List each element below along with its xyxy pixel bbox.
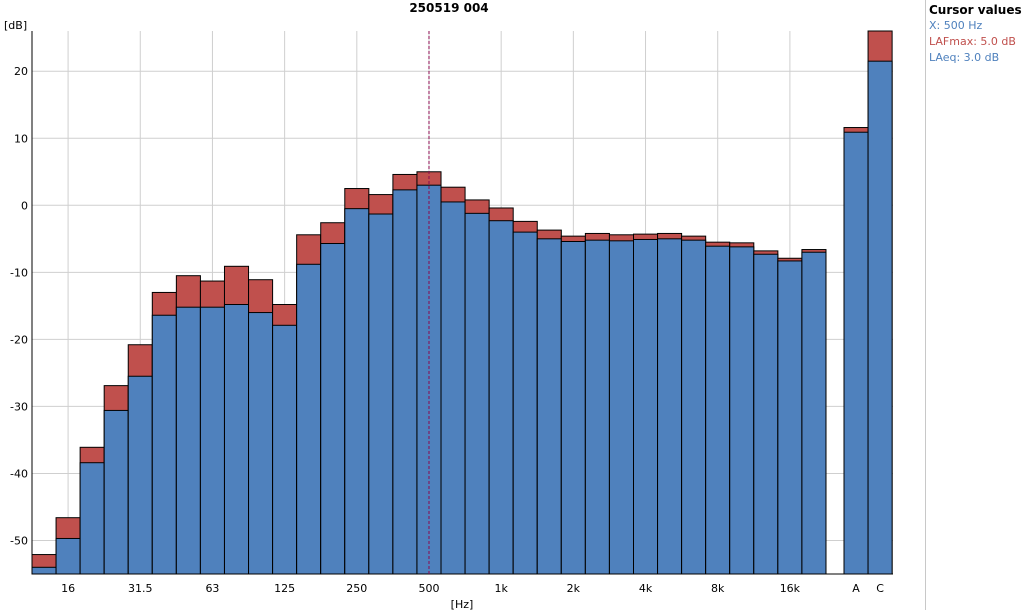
bar-laeq: [392, 189, 418, 575]
bar-laeq: [729, 246, 755, 575]
x-tick-label: 16k: [780, 582, 801, 595]
cursor-lafmax-value: LAFmax: 5.0 dB: [929, 35, 1016, 48]
bar-laeq: [843, 131, 869, 575]
bar-laeq: [272, 324, 298, 575]
x-tick-label: 8k: [711, 582, 725, 595]
y-tick-label: 20: [14, 65, 28, 78]
bar-laeq: [584, 239, 610, 575]
x-tick-label-total: A: [852, 582, 860, 595]
y-axis-label: [dB]: [4, 19, 27, 32]
bar-laeq: [560, 240, 586, 575]
bar-laeq: [464, 212, 490, 575]
bar-laeq: [55, 537, 81, 575]
x-tick-label-total: C: [876, 582, 884, 595]
y-tick-label: -40: [10, 467, 28, 480]
bar-laeq: [801, 251, 827, 575]
bar-laeq: [512, 231, 538, 575]
x-tick-label: 16: [61, 582, 75, 595]
x-tick-label: 250: [346, 582, 367, 595]
bar-laeq: [536, 238, 562, 575]
bar-laeq: [151, 314, 177, 575]
axes: 20 10 0 -10 -20 -30 -40 -50 16 31.5 63 125 250 500 1k 2…: [10, 31, 893, 595]
x-axis-label: [Hz]: [451, 598, 474, 611]
x-tick-label: 125: [274, 582, 295, 595]
bars: [31, 30, 893, 575]
x-tick-label: 1k: [494, 582, 508, 595]
y-tick-label: -30: [10, 400, 28, 413]
bar-laeq: [127, 375, 153, 575]
bar-laeq: [867, 60, 893, 575]
x-tick-label: 31.5: [128, 582, 153, 595]
x-tick-label: 4k: [639, 582, 653, 595]
x-tick-label: 500: [418, 582, 439, 595]
bar-laeq: [681, 239, 707, 575]
cursor-values-title: Cursor values: [929, 3, 1022, 17]
chart-title: 250519 004: [409, 1, 488, 15]
bar-laeq: [248, 312, 274, 575]
bar-laeq: [296, 263, 322, 575]
spectrum-chart: 250519 004 [dB] [Hz] 20 10 0 -10 -20 -30 -40 -5…: [4, 1, 893, 611]
bar-laeq: [320, 243, 346, 575]
cursor-values-panel: Cursor values X: 500 Hz LAFmax: 5.0 dB L…: [929, 2, 1025, 66]
bar-laeq: [103, 409, 129, 575]
bar-laeq: [608, 240, 635, 575]
bar-laeq: [657, 238, 683, 575]
bar-laeq: [199, 306, 225, 575]
bar-laeq: [488, 220, 514, 575]
cursor-x-value: X: 500 Hz: [929, 19, 983, 32]
bar-laeq: [368, 213, 394, 575]
y-tick-label: -50: [10, 534, 28, 547]
y-tick-label: -10: [10, 266, 28, 279]
bar-laeq: [777, 260, 803, 575]
bar-laeq: [79, 462, 105, 575]
bar-laeq: [175, 306, 201, 575]
bar-laeq: [440, 201, 466, 575]
x-tick-label: 63: [205, 582, 219, 595]
bar-laeq: [753, 253, 779, 575]
cursor-laeq-value: LAeq: 3.0 dB: [929, 51, 1000, 64]
y-tick-label: 10: [14, 132, 28, 145]
bar-laeq: [705, 245, 731, 575]
bar-laeq: [344, 208, 370, 575]
panel-separator: [925, 0, 926, 610]
x-tick-label: 2k: [567, 582, 581, 595]
bar-laeq: [31, 566, 57, 575]
bar-laeq: [223, 304, 250, 575]
bar-laeq: [633, 238, 659, 575]
y-tick-label: 0: [21, 199, 28, 212]
y-tick-label: -20: [10, 333, 28, 346]
